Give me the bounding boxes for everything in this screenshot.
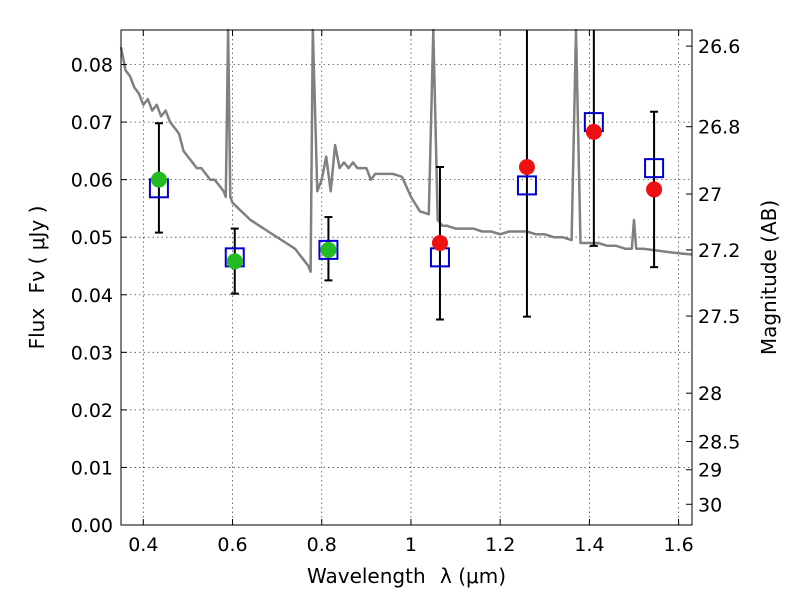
model-spectrum-layer bbox=[119, 28, 693, 273]
model-point-square bbox=[644, 158, 665, 179]
y2-tick-label: 28 bbox=[698, 383, 722, 405]
y-tick-label: 0.02 bbox=[71, 400, 113, 422]
y2-tick-label: 30 bbox=[698, 494, 722, 516]
nir-observed-point bbox=[646, 181, 663, 198]
optical-observed-point bbox=[226, 253, 243, 270]
y2-axis-label: Magnitude (AB) bbox=[757, 200, 781, 355]
y-tick-label: 0.04 bbox=[71, 285, 113, 307]
optical-observed-point bbox=[320, 241, 337, 258]
ticks-layer: 0.4 0.6 0.8 1 1.2 1.4 1.6 0.00 0.01 0.02 0.03 0.04 0… bbox=[71, 30, 740, 556]
nir-observed-point bbox=[431, 234, 448, 251]
y2-tick-label: 26.8 bbox=[698, 117, 740, 139]
y-tick-label: 0.08 bbox=[71, 55, 113, 77]
y2-tick-label: 28.5 bbox=[698, 432, 740, 454]
model-point-square bbox=[516, 175, 537, 196]
y2-tick-label: 27.2 bbox=[698, 240, 740, 262]
x-axis-label: Wavelength λ (μm) bbox=[307, 564, 506, 588]
optical-observed-point bbox=[150, 171, 167, 188]
x-tick-label: 0.6 bbox=[217, 534, 247, 556]
y2-tick-label: 29 bbox=[698, 460, 722, 482]
y2-tick-label: 26.6 bbox=[698, 36, 740, 58]
y-axis-label-math: Fν ( μJy ) bbox=[25, 206, 49, 294]
y-tick-label: 0.05 bbox=[71, 227, 113, 249]
nir-observed-point bbox=[518, 158, 535, 175]
y-axis-label-text: Flux bbox=[25, 308, 49, 350]
y-tick-label: 0.06 bbox=[71, 170, 113, 192]
x-tick-label: 1.6 bbox=[664, 534, 694, 556]
y-tick-label: 0.01 bbox=[71, 457, 113, 479]
x-axis-label-math: λ (μm) bbox=[440, 564, 506, 588]
y-tick-label: 0.07 bbox=[71, 112, 113, 134]
points-layer bbox=[148, 112, 665, 270]
y-tick-label: 0.03 bbox=[71, 342, 113, 364]
model-spectrum-line bbox=[119, 28, 693, 273]
nir-observed-point bbox=[585, 123, 602, 140]
x-tick-label: 1.4 bbox=[574, 534, 604, 556]
x-tick-label: 0.4 bbox=[128, 534, 158, 556]
x-tick-label: 0.8 bbox=[307, 534, 337, 556]
y2-tick-label: 27 bbox=[698, 184, 722, 206]
x-axis-label-text: Wavelength bbox=[307, 564, 426, 588]
y2-tick-label: 27.5 bbox=[698, 306, 740, 328]
y-axis-label: Flux Fν ( μJy ) bbox=[25, 206, 49, 350]
x-tick-label: 1.2 bbox=[485, 534, 515, 556]
grid-layer bbox=[121, 30, 692, 526]
model-point-square bbox=[318, 239, 339, 260]
plot-frame bbox=[120, 29, 693, 526]
y-tick-label: 0.00 bbox=[71, 515, 113, 537]
x-tick-label: 1 bbox=[405, 534, 417, 556]
